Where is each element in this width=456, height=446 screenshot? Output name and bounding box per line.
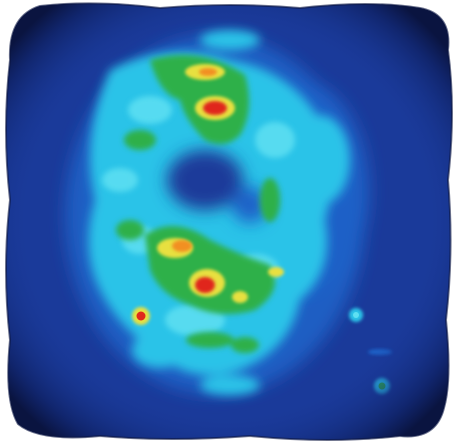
edge-vignette <box>6 3 452 441</box>
map-canvas <box>5 2 453 442</box>
false-color-intensity-map <box>5 2 453 442</box>
